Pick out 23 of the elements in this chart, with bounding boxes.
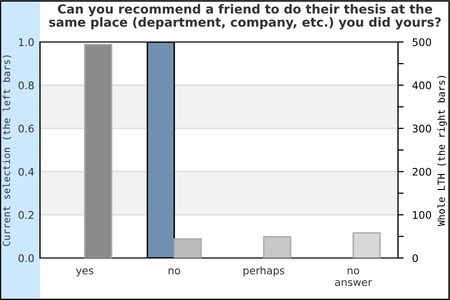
y-tick-label: 0.8 bbox=[18, 81, 34, 90]
y-axis-title: Current selection (the left bars) bbox=[2, 55, 12, 246]
y2-tick-label: 500 bbox=[412, 38, 432, 46]
y-tick-label: 0.2 bbox=[18, 211, 34, 219]
y-tick-label: 1.0 bbox=[19, 38, 34, 46]
x-tick-label: perhaps bbox=[244, 266, 284, 276]
x-tick-label: no answer bbox=[335, 268, 372, 286]
y2-tick-label: 400 bbox=[412, 81, 432, 90]
chart-title: Can you recommend a friend to do their thesis at the same place (department, company, etc.) you did yours? bbox=[49, 4, 441, 30]
bar bbox=[174, 238, 202, 258]
y2-tick-label: 200 bbox=[412, 168, 432, 176]
bar bbox=[263, 236, 292, 258]
y-tick-label: 0.0 bbox=[18, 254, 34, 262]
y-tick-label: 0.6 bbox=[18, 124, 34, 133]
x-tick-label: yes bbox=[76, 268, 94, 276]
y-tick-label: 0.4 bbox=[18, 168, 34, 176]
bar bbox=[352, 232, 381, 258]
y2-tick-label: 300 bbox=[412, 124, 432, 133]
bar bbox=[84, 44, 112, 258]
y2-tick-label: 0 bbox=[412, 254, 418, 262]
y2-axis-title: Whole LTH (the right bars) bbox=[437, 76, 447, 226]
y2-tick-label: 100 bbox=[413, 211, 432, 219]
x-tick-label: no bbox=[168, 268, 180, 274]
